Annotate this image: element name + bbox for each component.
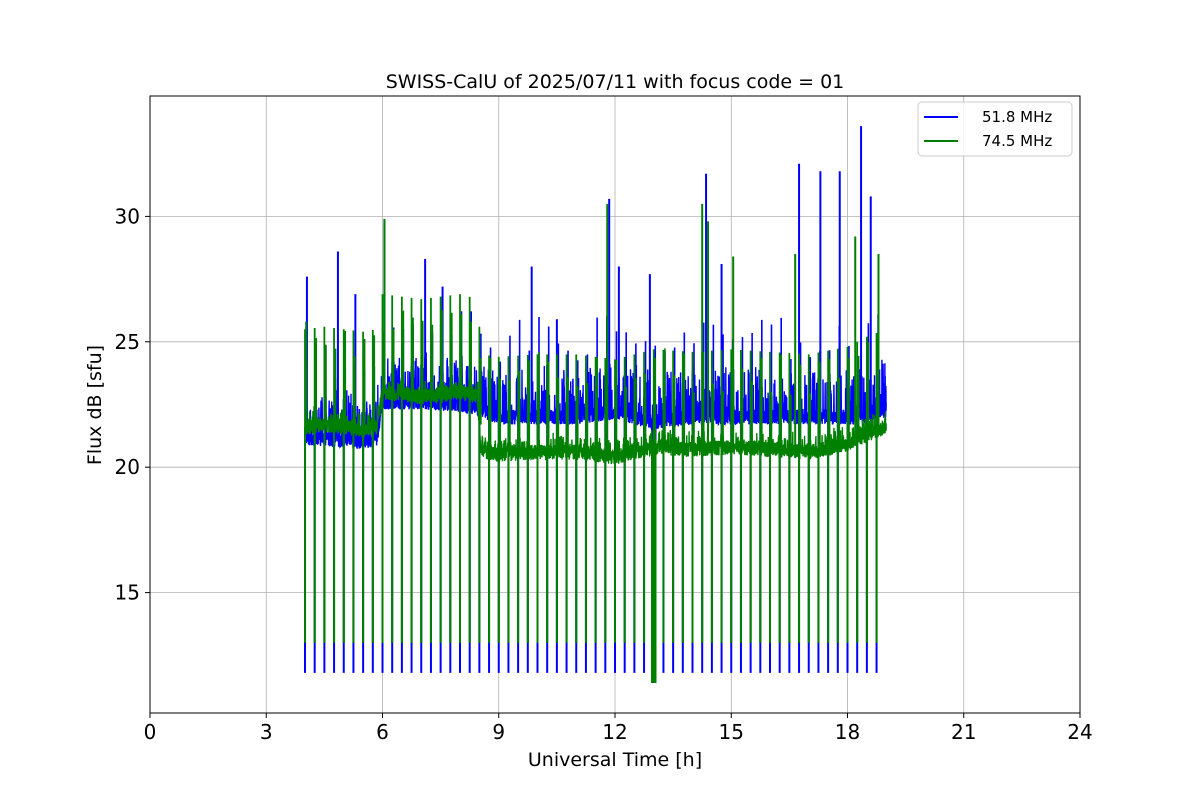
- x-tick-label: 24: [1067, 720, 1092, 744]
- legend-box: [917, 101, 1073, 157]
- x-tick-label: 21: [951, 720, 976, 744]
- legend: 51.8 MHz 74.5 MHz: [917, 101, 1073, 157]
- x-tick-label: 6: [376, 720, 389, 744]
- chart-title: SWISS-CalU of 2025/07/11 with focus code…: [386, 71, 845, 93]
- x-tick-label: 18: [835, 720, 860, 744]
- x-tick-label: 0: [144, 720, 157, 744]
- y-tick-label: 25: [115, 330, 140, 354]
- y-tick-label: 20: [115, 455, 140, 479]
- y-tick-label: 30: [115, 204, 140, 228]
- legend-label-74-5: 74.5 MHz: [982, 132, 1052, 150]
- y-axis-label: Flux dB [sfu]: [84, 345, 106, 465]
- series-layer: [304, 126, 887, 683]
- x-tick-label: 15: [719, 720, 744, 744]
- y-tick-label: 15: [115, 581, 140, 605]
- axis-ticks: 0 3 6 9 12 15 18 21 24 15 20 25 30: [115, 204, 1093, 744]
- x-tick-label: 9: [492, 720, 505, 744]
- x-tick-label: 3: [260, 720, 273, 744]
- plot-area: [304, 126, 887, 683]
- x-axis-label: Universal Time [h]: [528, 749, 702, 771]
- series-74-5: [304, 203, 887, 683]
- legend-label-51-8: 51.8 MHz: [982, 108, 1052, 126]
- x-tick-label: 12: [602, 720, 627, 744]
